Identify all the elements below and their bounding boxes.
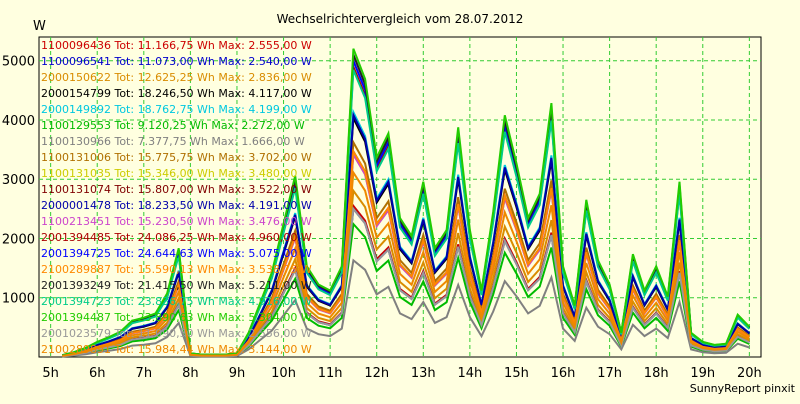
plot-area <box>38 36 762 358</box>
legend-entry: 2001394485 Tot: 24.086,25 Wh Max: 4.960,… <box>41 231 312 244</box>
x-tick-label: 12h <box>364 366 389 381</box>
x-tick-label: 6h <box>89 366 106 381</box>
chart-title: Wechselrichtervergleich vom 28.07.2012 <box>277 12 524 26</box>
x-tick-label: 13h <box>411 366 436 381</box>
legend-entry: 2001393249 Tot: 21.415,50 Wh Max: 5.211,… <box>41 279 312 292</box>
legend-entry: 2001394725 Tot: 24.644,63 Wh Max: 5.075,… <box>41 247 312 260</box>
series-line <box>62 148 750 357</box>
series-line <box>62 111 751 357</box>
legend-entry: 2100289891 Tot: 15.984,44 Wh Max: 3.144,… <box>41 343 312 356</box>
y-tick-label: 5000 <box>2 55 35 70</box>
legend-entry: 2000150622 Tot: 12.625,25 Wh Max: 2.836,… <box>41 71 312 84</box>
legend-entry: 1100131074 Tot: 15.807,00 Wh Max: 3.522,… <box>41 183 312 196</box>
legend-entry: 1100213451 Tot: 15.230,50 Wh Max: 3.476,… <box>41 215 312 228</box>
x-tick-label: 5h <box>42 366 59 381</box>
y-axis-label: W <box>33 19 46 34</box>
y-tick-label: 1000 <box>2 292 35 307</box>
legend-entry: 2000149892 Tot: 18.762,75 Wh Max: 4.199,… <box>41 103 312 116</box>
x-tick-label: 10h <box>271 366 296 381</box>
legend-entry: 2000001478 Tot: 18.233,50 Wh Max: 4.191,… <box>41 199 312 212</box>
series-line <box>62 188 750 357</box>
series-lines <box>62 48 751 358</box>
x-tick-label: 17h <box>597 366 622 381</box>
x-tick-label: 18h <box>644 366 669 381</box>
x-tick-label: 20h <box>737 366 762 381</box>
legend-entry: 1100096541 Tot: 11.073,00 Wh Max: 2.540,… <box>41 55 312 68</box>
legend-entry: 1100131006 Tot: 15.775,75 Wh Max: 3.702,… <box>41 151 312 164</box>
y-tick-label: 3000 <box>2 173 35 188</box>
y-tick-label: 4000 <box>2 114 35 129</box>
series-line <box>62 48 751 357</box>
x-tick-label: 19h <box>690 366 715 381</box>
x-tick-label: 9h <box>229 366 246 381</box>
series-line <box>62 221 750 358</box>
y-axis: 1000 2000 3000 4000 5000 <box>2 55 35 307</box>
legend-entry: 2100289887 Tot: 15.590,13 Wh Max: 3.538,… <box>41 263 312 276</box>
footer-credit: SunnyReport pinxit <box>690 382 796 395</box>
x-axis: 5h 6h 7h 8h 9h 10h 11h 12h 13h 14h 15h 16h 17h 18h 19h… <box>42 366 761 381</box>
legend-entry: 1100129553 Tot: 9.120,25 Wh Max: 2.272,0… <box>41 119 305 132</box>
series-line <box>62 169 750 357</box>
x-tick-label: 14h <box>457 366 482 381</box>
legend-entry: 1100130966 Tot: 7.377,75 Wh Max: 1.666,0… <box>41 135 305 148</box>
legend-entry: 2001394487 Tot: 23.890,63 Wh Max: 5.304,… <box>41 311 312 324</box>
x-tick-label: 15h <box>504 366 529 381</box>
series-line <box>62 138 750 357</box>
y-tick-label: 2000 <box>2 232 35 247</box>
x-tick-label: 16h <box>551 366 576 381</box>
legend-entry: 2000154799 Tot: 18.246,50 Wh Max: 4.117,… <box>41 87 312 100</box>
series-line <box>62 206 750 358</box>
x-tick-label: 11h <box>318 366 343 381</box>
legend-entry: 2001023579 Tot: 11.090,50 Wh Max: 2.556,… <box>41 327 312 340</box>
series-line <box>62 258 750 358</box>
x-tick-label: 7h <box>136 366 153 381</box>
series-line <box>62 69 751 357</box>
legend-entry: 2001394723 Tot: 23.836,75 Wh Max: 4.916,… <box>41 295 312 308</box>
legend: 1100096436 Tot: 11.166,75 Wh Max: 2.555,… <box>41 39 312 356</box>
x-tick-label: 8h <box>182 366 199 381</box>
legend-entry: 1100096436 Tot: 11.166,75 Wh Max: 2.555,… <box>41 39 312 52</box>
legend-entry: 1100131035 Tot: 15.346,00 Wh Max: 3.480,… <box>41 167 312 180</box>
